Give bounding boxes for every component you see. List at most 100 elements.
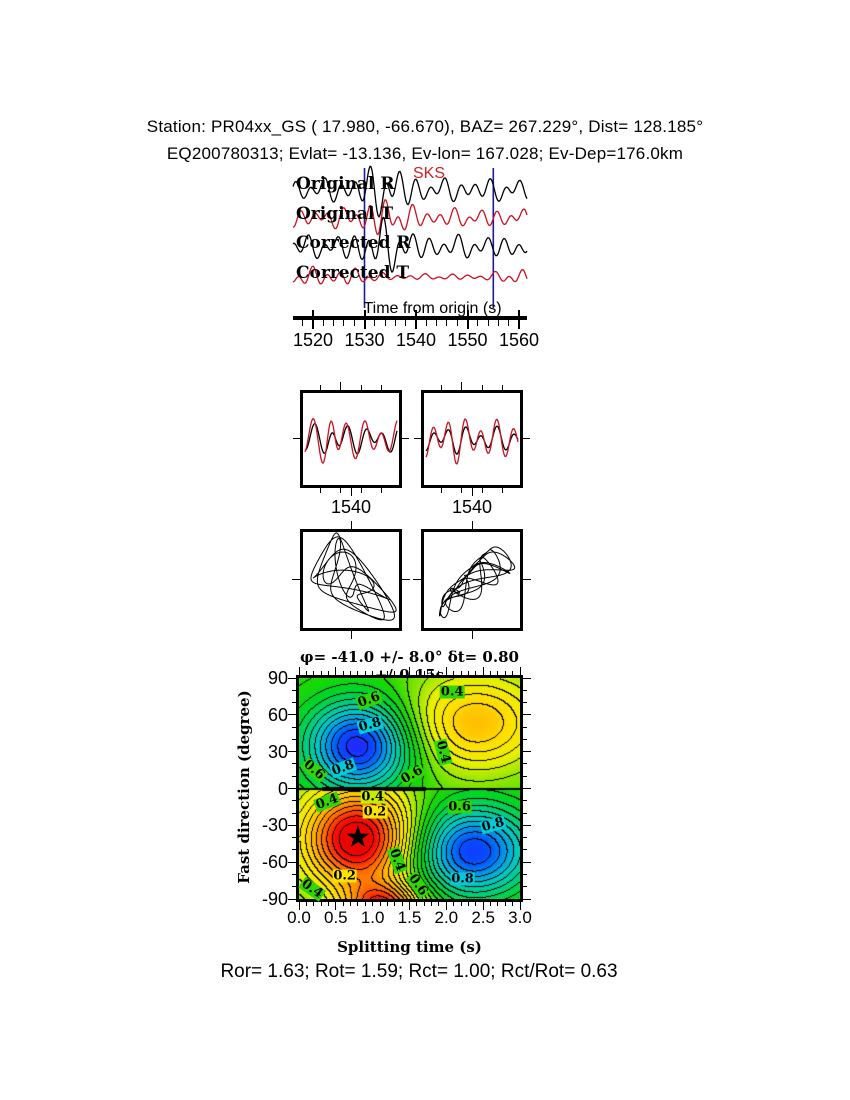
contour-x-tick bbox=[431, 902, 433, 906]
contour-y-tick-label: 30 bbox=[267, 741, 288, 762]
contour-y-tick bbox=[523, 788, 531, 789]
particle-box-right-tick bbox=[523, 579, 531, 580]
contour-y-tick bbox=[292, 849, 296, 851]
contour-y-tick bbox=[288, 751, 296, 753]
time-axis-minor-tick bbox=[384, 320, 386, 326]
contour-x-tick bbox=[453, 671, 455, 675]
time-axis-minor-tick bbox=[456, 320, 458, 326]
time-axis-minor-tick bbox=[333, 320, 335, 326]
contour-x-tick bbox=[431, 671, 433, 675]
waveform-box-bottom-tick bbox=[502, 488, 504, 493]
particle-box-top-tick bbox=[471, 521, 473, 529]
contour-y-tick bbox=[523, 751, 531, 753]
contour-y-tick bbox=[523, 849, 527, 851]
contour-x-tick bbox=[357, 671, 359, 675]
event-header: EQ200780313; Evlat= -13.136, Ev-lon= 167… bbox=[166, 144, 684, 163]
contour-y-tick bbox=[292, 812, 296, 814]
contour-y-tick bbox=[523, 738, 527, 740]
time-axis-line bbox=[293, 316, 527, 320]
contour-y-tick bbox=[523, 824, 531, 826]
waveform-box-bottom-tick bbox=[381, 488, 383, 493]
waveform-box-bottom-tick bbox=[319, 488, 321, 493]
contour-x-tick bbox=[409, 667, 410, 675]
time-axis-minor-tick bbox=[497, 320, 499, 326]
contour-x-tick bbox=[512, 671, 514, 675]
contour-y-tick bbox=[292, 763, 296, 765]
waveform-box-top-tick bbox=[461, 382, 463, 390]
contour-x-tick-label: 2.5 bbox=[471, 908, 495, 927]
time-axis-minor-tick bbox=[425, 320, 427, 326]
contour-x-tick bbox=[386, 671, 388, 675]
contour-y-tick-label: 0 bbox=[277, 778, 288, 799]
contour-level-label: 0.8 bbox=[450, 871, 475, 887]
contour-y-tick bbox=[523, 861, 531, 863]
seismogram-traces-plot bbox=[292, 165, 528, 308]
contour-x-tick bbox=[482, 667, 484, 675]
contour-x-tick bbox=[423, 902, 425, 906]
contour-x-tick bbox=[504, 671, 506, 675]
contour-x-tick-label: 1.5 bbox=[397, 908, 422, 927]
contour-y-tick bbox=[292, 800, 296, 802]
contour-x-tick bbox=[460, 671, 462, 675]
contour-x-tick bbox=[394, 671, 396, 675]
contour-x-tick bbox=[320, 671, 322, 675]
trace-label-corrected-r: Corrected R bbox=[296, 233, 411, 253]
trace-label-original-t: Original T bbox=[296, 204, 393, 224]
waveform-box-center-tick bbox=[350, 488, 352, 496]
time-axis-tick-label: 1520 bbox=[292, 330, 334, 350]
contour-x-tick bbox=[335, 902, 337, 910]
contour-y-tick bbox=[288, 714, 296, 716]
particle-box-bottom-tick bbox=[471, 631, 473, 639]
contour-x-tick bbox=[409, 902, 410, 910]
contour-x-tick bbox=[320, 902, 322, 906]
splitting-ratios-text: Ror= 1.63; Rot= 1.59; Rct= 1.00; Rct/Rot… bbox=[220, 961, 618, 982]
contour-x-tick bbox=[401, 902, 403, 906]
contour-y-tick bbox=[523, 726, 527, 728]
contour-x-tick bbox=[482, 902, 484, 910]
waveform-box-bottom-tick bbox=[340, 488, 342, 493]
contour-y-tick bbox=[523, 714, 531, 716]
contour-x-tick bbox=[475, 902, 477, 906]
contour-x-tick-label: 1.0 bbox=[360, 908, 385, 927]
particle-box-right-tick bbox=[402, 579, 410, 580]
time-axis-major-tick bbox=[518, 310, 520, 329]
contour-x-tick bbox=[298, 902, 300, 910]
time-axis-minor-tick bbox=[353, 320, 355, 326]
contour-x-tick bbox=[350, 902, 352, 906]
contour-x-tick bbox=[467, 902, 469, 906]
time-axis-minor-tick bbox=[343, 320, 345, 326]
contour-x-tick bbox=[327, 671, 329, 675]
contour-y-tick bbox=[523, 898, 531, 900]
contour-x-tick bbox=[342, 902, 344, 906]
contour-x-tick bbox=[416, 902, 418, 906]
time-axis-major-tick bbox=[466, 310, 469, 329]
contour-x-tick bbox=[305, 902, 307, 906]
time-axis-major-tick bbox=[363, 310, 366, 329]
contour-x-tick bbox=[305, 671, 307, 675]
time-axis-tick-label: 1540 bbox=[395, 330, 437, 350]
contour-x-tick bbox=[438, 902, 440, 906]
contour-x-tick bbox=[504, 902, 506, 906]
contour-x-tick bbox=[313, 671, 315, 675]
waveform-panel-2-tick-label: 1540 bbox=[451, 497, 493, 517]
time-axis-minor-tick bbox=[487, 320, 489, 326]
contour-x-tick-label: 0.0 bbox=[287, 908, 311, 927]
waveform-box-top-tick bbox=[381, 385, 383, 390]
contour-x-tick bbox=[512, 902, 514, 906]
time-axis-minor-tick bbox=[405, 320, 407, 326]
particle-motion-panel-corrected bbox=[421, 529, 523, 631]
waveform-box-bottom-tick bbox=[461, 488, 463, 493]
contour-x-tick bbox=[445, 902, 447, 910]
contour-x-tick bbox=[364, 902, 366, 906]
fast-slow-waveform-panel-2 bbox=[421, 390, 523, 488]
time-axis-minor-tick bbox=[374, 320, 376, 326]
particle-box-top-tick bbox=[350, 521, 352, 529]
contour-x-tick bbox=[364, 671, 366, 675]
contour-y-tick bbox=[523, 775, 527, 777]
contour-y-tick bbox=[523, 873, 527, 875]
contour-y-tick bbox=[292, 689, 296, 691]
contour-x-tick bbox=[357, 902, 359, 906]
waveform-box-bottom-tick bbox=[481, 488, 483, 493]
time-axis-tick-label: 1550 bbox=[447, 330, 488, 350]
